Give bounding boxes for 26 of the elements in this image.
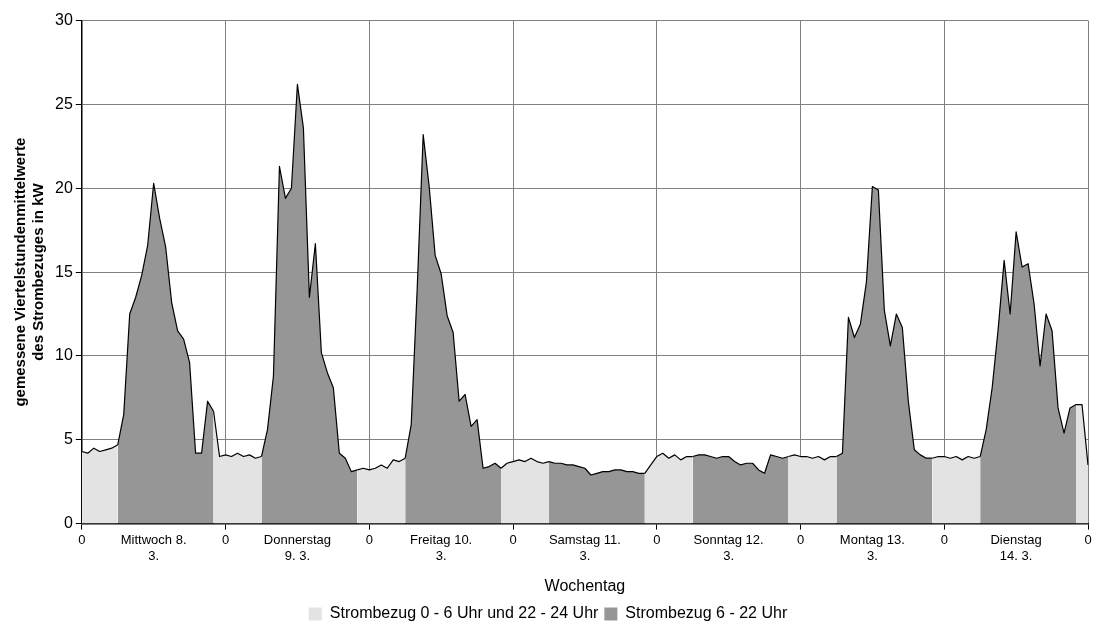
x-tick-label: Samstag 11. 3. bbox=[548, 531, 621, 563]
x-tick-label: 0 bbox=[1084, 531, 1092, 547]
y-tick-label: 30 bbox=[55, 11, 73, 29]
x-axis-title: Wochentag bbox=[544, 576, 626, 594]
x-tick-label: Donnerstag 9. 3. bbox=[263, 531, 332, 563]
x-tick-label: Dienstag 14. 3. bbox=[990, 531, 1042, 563]
x-tick-label: Sonntag 12. 3. bbox=[693, 531, 764, 563]
x-tick-label: 0 bbox=[796, 531, 805, 547]
x-tick-label: 0 bbox=[653, 531, 661, 547]
y-tick-label: 25 bbox=[55, 94, 73, 112]
x-tick-label: Mittwoch 8. 3. bbox=[120, 531, 187, 563]
x-tick-label: 0 bbox=[78, 531, 86, 547]
legend-label: Strombezug 6 - 22 Uhr bbox=[625, 604, 788, 622]
x-tick-label: Freitag 10. 3. bbox=[410, 531, 473, 563]
y-tick-label: 10 bbox=[55, 346, 73, 364]
y-tick-label: 5 bbox=[63, 430, 73, 448]
y-tick-label: 0 bbox=[63, 514, 73, 532]
x-tick-label: Montag 13. 3. bbox=[839, 531, 905, 563]
x-tick-label: 0 bbox=[365, 531, 373, 547]
y-axis-title: gemessene Viertelstundenmittelwerte des Strombezuges in kW bbox=[11, 137, 47, 407]
x-tick-label: 0 bbox=[940, 531, 948, 547]
x-tick-label: 0 bbox=[221, 531, 230, 547]
y-tick-label: 20 bbox=[55, 178, 73, 196]
x-tick-label: 0 bbox=[509, 531, 517, 547]
legend-label: Strombezug 0 - 6 Uhr und 22 - 24 Uhr bbox=[329, 604, 600, 622]
y-tick-label: 15 bbox=[55, 262, 73, 280]
